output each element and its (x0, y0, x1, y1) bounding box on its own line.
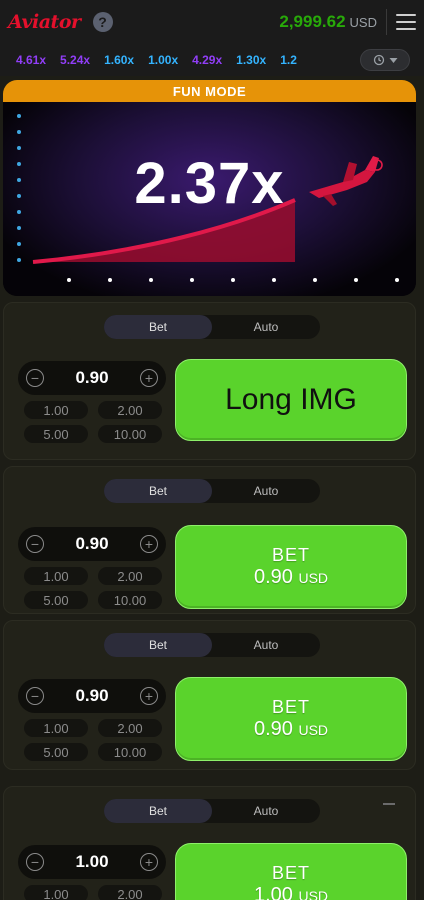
flight-stage: 2.37x (3, 102, 416, 296)
balance-currency: USD (349, 15, 377, 30)
bet-mode-tabs: Bet Auto (104, 799, 320, 823)
game-canvas: FUN MODE 2.37x (3, 80, 416, 296)
help-icon[interactable]: ? (92, 12, 113, 32)
y-axis-dots (17, 114, 21, 262)
quick-amount-button[interactable]: 2.00 (98, 567, 162, 585)
stake-stepper: − 0.90 + (18, 361, 166, 395)
bet-button[interactable]: Long IMG (175, 359, 407, 441)
stake-value[interactable]: 0.90 (75, 368, 109, 387)
stake-value[interactable]: 1.00 (75, 852, 109, 871)
bet-button[interactable]: BET 0.90 USD (175, 677, 407, 761)
minus-icon[interactable]: − (26, 535, 44, 553)
balance-amount: 2,999.62 (279, 12, 346, 31)
tab-auto[interactable]: Auto (253, 320, 279, 334)
history-icon (373, 54, 384, 66)
quick-amount-button[interactable]: 1.00 (24, 885, 88, 900)
balance-display: 2,999.62 USD (279, 12, 377, 32)
tab-bet[interactable]: Bet (104, 479, 212, 503)
chevron-down-icon (389, 57, 397, 63)
history-item: 5.24x (60, 53, 91, 67)
plus-icon[interactable]: + (140, 535, 158, 553)
flight-curve (32, 198, 296, 264)
bet-button-amount: 0.90 USD (253, 718, 329, 740)
bet-button[interactable]: BET 1.00 USD (175, 843, 407, 900)
quick-amount-button[interactable]: 5.00 (24, 743, 88, 761)
fun-mode-banner: FUN MODE (3, 80, 416, 102)
bet-button-label: BET (271, 863, 310, 883)
bet-button-label: Long IMG (225, 383, 357, 416)
menu-icon[interactable] (396, 14, 416, 30)
bet-panel: Bet Auto − 0.90 + 1.00 2.00 5.00 10.00 B… (3, 620, 416, 770)
bet-mode-tabs: Bet Auto (104, 479, 320, 503)
quick-amount-button[interactable]: 1.00 (24, 567, 88, 585)
bet-button-label: BET (271, 545, 310, 565)
tab-auto[interactable]: Auto (253, 804, 279, 818)
minus-icon[interactable]: − (26, 687, 44, 705)
plus-icon[interactable]: + (140, 687, 158, 705)
quick-amount-button[interactable]: 2.00 (98, 719, 162, 737)
tab-auto[interactable]: Auto (253, 638, 279, 652)
quick-amount-button[interactable]: 1.00 (24, 401, 88, 419)
quick-amount-button[interactable]: 5.00 (24, 425, 88, 443)
bet-mode-tabs: Bet Auto (104, 633, 320, 657)
quick-amount-button[interactable]: 2.00 (98, 885, 162, 900)
bet-panel: Bet Auto − 1.00 + 1.00 2.00 BET 1.00 USD (3, 786, 416, 900)
history-item: 1.30x (236, 53, 267, 67)
stake-value[interactable]: 0.90 (75, 686, 109, 705)
history-item: 1.2 (280, 53, 297, 67)
history-item: 4.61x (16, 53, 47, 67)
stake-value[interactable]: 0.90 (75, 534, 109, 553)
history-item: 1.00x (148, 53, 179, 67)
history-item: 1.60x (104, 53, 135, 67)
tab-auto[interactable]: Auto (253, 484, 279, 498)
plus-icon[interactable]: + (140, 853, 158, 871)
quick-amount-button[interactable]: 10.00 (98, 591, 162, 609)
bet-panel: Bet Auto − 0.90 + 1.00 2.00 5.00 10.00 B… (3, 466, 416, 614)
current-multiplier: 2.37x (134, 151, 285, 216)
bet-button-label: BET (271, 697, 310, 717)
tab-bet[interactable]: Bet (104, 799, 212, 823)
remove-panel-icon[interactable] (383, 803, 395, 805)
bet-button-amount: 0.90 USD (253, 566, 329, 588)
top-bar: Aviator ? 2,999.62 USD (0, 0, 424, 44)
plus-icon[interactable]: + (140, 369, 158, 387)
bet-button[interactable]: BET 0.90 USD (175, 525, 407, 609)
stake-stepper: − 0.90 + (18, 527, 166, 561)
quick-amount-button[interactable]: 2.00 (98, 401, 162, 419)
multiplier-history: 4.61x 5.24x 1.60x 1.00x 4.29x 1.30x 1.2 (0, 44, 424, 76)
plane-icon (309, 156, 383, 206)
aviator-logo: Aviator (8, 11, 81, 33)
history-item: 4.29x (192, 53, 223, 67)
quick-amount-button[interactable]: 10.00 (98, 743, 162, 761)
stake-stepper: − 0.90 + (18, 679, 166, 713)
tab-bet[interactable]: Bet (104, 315, 212, 339)
bet-mode-tabs: Bet Auto (104, 315, 320, 339)
quick-amount-button[interactable]: 1.00 (24, 719, 88, 737)
tab-bet[interactable]: Bet (104, 633, 212, 657)
bet-panel: Bet Auto − 0.90 + 1.00 2.00 5.00 10.00 L… (3, 302, 416, 460)
x-axis-dots (67, 278, 399, 282)
quick-amount-button[interactable]: 10.00 (98, 425, 162, 443)
stake-stepper: − 1.00 + (18, 845, 166, 879)
bet-button-amount: 1.00 USD (253, 884, 329, 900)
header-divider (386, 9, 387, 35)
quick-amount-button[interactable]: 5.00 (24, 591, 88, 609)
history-toggle-button[interactable] (360, 49, 410, 71)
minus-icon[interactable]: − (26, 369, 44, 387)
minus-icon[interactable]: − (26, 853, 44, 871)
